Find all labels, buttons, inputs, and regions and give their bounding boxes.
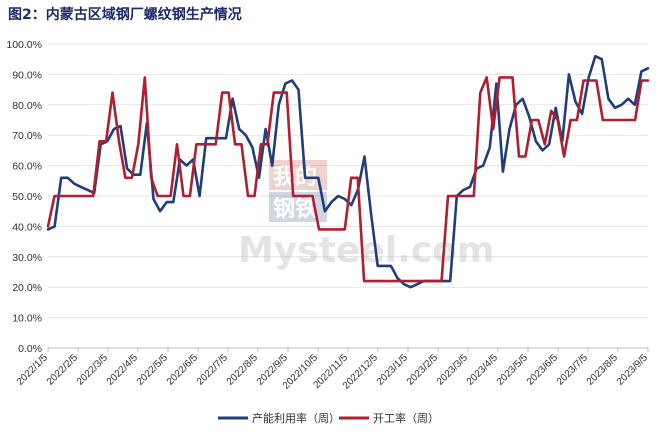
x-tick-label: 2022/7/5 [195, 352, 231, 388]
x-tick-label: 2023/1/5 [375, 352, 411, 388]
x-tick-label: 2022/3/5 [75, 352, 111, 388]
watermark-en: Mysteel.com [238, 230, 494, 271]
x-tick-label: 2023/2/5 [405, 352, 441, 388]
y-tick-label: 50.0% [12, 191, 42, 203]
y-tick-label: 10.0% [12, 313, 42, 325]
x-tick-label: 2022/2/5 [45, 352, 81, 388]
watermark-box-red [269, 160, 327, 190]
chart-title: 图2：内蒙古区域钢厂螺纹钢生产情况 [8, 6, 242, 23]
x-tick-label: 2022/8/5 [225, 352, 261, 388]
x-tick-label: 2023/6/5 [525, 352, 561, 388]
y-tick-label: 80.0% [12, 100, 42, 112]
y-tick-label: 20.0% [12, 282, 42, 294]
x-tick-label: 2023/3/5 [435, 352, 471, 388]
y-tick-label: 60.0% [12, 161, 42, 173]
y-tick-label: 30.0% [12, 252, 42, 264]
x-tick-label: 2023/7/5 [555, 352, 591, 388]
y-tick-label: 40.0% [12, 221, 42, 233]
x-tick-label: 2023/5/5 [495, 352, 531, 388]
series-line-operating [46, 76, 650, 283]
watermark-cn-bottom: 钢铁 [273, 196, 317, 222]
x-tick-label: 2022/5/5 [135, 352, 171, 388]
y-tick-label: 100.0% [6, 39, 42, 51]
y-tick-label: 70.0% [12, 130, 42, 142]
y-tick-label: 90.0% [12, 69, 42, 81]
x-tick-label: 2023/8/5 [585, 352, 621, 388]
series-lines [46, 54, 650, 289]
legend: 产能利用率（周） 开工率（周） [218, 411, 439, 425]
y-tick-label: 0.0% [18, 343, 42, 355]
legend-label-operating: 开工率（周） [373, 411, 439, 425]
x-tick-label: 2022/1/5 [15, 352, 51, 388]
x-axis: 2022/1/52022/2/52022/3/52022/4/52022/5/5… [15, 348, 651, 392]
x-tick-label: 2022/4/5 [105, 352, 141, 388]
x-tick-label: 2022/6/5 [165, 352, 201, 388]
watermark: 我的 钢铁 Mysteel.com [238, 160, 494, 271]
x-tick-label: 2023/4/5 [465, 352, 501, 388]
x-tick-label: 2023/9/5 [615, 352, 651, 388]
y-axis: 0.0% 10.0% 20.0% 30.0% 40.0% 50.0% 60.0% 70.0% 8… [6, 39, 42, 355]
legend-label-utilization: 产能利用率（周） [252, 411, 340, 425]
